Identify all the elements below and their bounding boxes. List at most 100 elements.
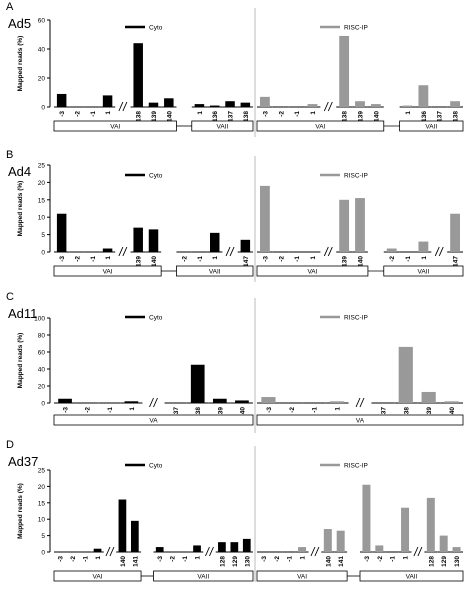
legend-label: Cyto — [149, 315, 163, 322]
x-tick-label: 128 — [428, 556, 435, 567]
x-tick-label: -1 — [90, 256, 97, 262]
bar — [164, 98, 174, 107]
x-tick-label: 140 — [120, 556, 127, 567]
bar — [450, 213, 460, 252]
virus-name: Ad4 — [8, 164, 31, 179]
x-tick-label: 130 — [454, 556, 461, 567]
group-box — [53, 414, 254, 426]
legend-label: RISC-IP — [344, 25, 368, 32]
bar — [452, 547, 461, 552]
x-tick-label: -3 — [63, 407, 70, 413]
x-tick-label: 128 — [219, 556, 226, 567]
bar — [225, 101, 235, 107]
x-tick-label: -1 — [405, 256, 412, 262]
x-tick-label: 137 — [380, 407, 387, 418]
x-tick-label: 139 — [426, 407, 433, 418]
x-tick-label: -3 — [261, 556, 268, 562]
x-tick-label: -3 — [58, 556, 65, 562]
bar — [402, 105, 413, 107]
x-tick-label: -1 — [390, 556, 397, 562]
bar — [190, 364, 205, 403]
x-tick-label: 1 — [405, 111, 412, 115]
y-tick-label: 0 — [41, 250, 45, 257]
x-tick-label: 129 — [232, 556, 239, 567]
y-tick-label: 15 — [38, 500, 46, 507]
group-box-label: VAI — [315, 124, 325, 131]
bar — [439, 535, 448, 552]
x-tick-label: -1 — [83, 556, 90, 562]
x-tick-label: 138 — [403, 407, 410, 418]
axis-break — [359, 397, 365, 408]
group-box — [383, 265, 464, 277]
bar — [235, 400, 249, 403]
y-tick-label: 25 — [38, 468, 46, 475]
bar — [336, 530, 345, 552]
axis-break — [153, 397, 158, 408]
group-box-label: VAI — [93, 574, 103, 581]
x-tick-label: 140 — [166, 111, 173, 122]
bar — [102, 248, 113, 252]
group-box-label: VA — [356, 418, 365, 425]
x-tick-label: -3 — [266, 407, 273, 413]
panel-A: A Ad5 0 20 40 60 Mapped reads (%) Cyto -3 -2 -1 1 13… — [6, 1, 464, 137]
bar — [401, 507, 410, 552]
x-tick-label: 139 — [217, 407, 224, 418]
group-box-label: VAII — [209, 269, 221, 276]
x-tick-label: -1 — [197, 256, 204, 262]
x-tick-label: -2 — [74, 256, 81, 262]
x-tick-label: -2 — [278, 111, 285, 117]
x-tick-label: 138 — [195, 407, 202, 418]
y-tick-label: 5 — [41, 232, 45, 239]
y-tick-label: 20 — [38, 76, 46, 83]
legend-label: RISC-IP — [344, 173, 368, 180]
x-tick-label: -1 — [294, 111, 301, 117]
y-axis-label: Mapped reads (%) — [17, 36, 24, 92]
y-tick-label: 40 — [38, 47, 46, 54]
y-tick-label: 40 — [38, 367, 46, 374]
x-tick-label: 136 — [212, 111, 219, 122]
axis-break — [323, 246, 329, 257]
y-tick-label: 20 — [38, 180, 46, 187]
y-tick-label: 15 — [38, 197, 46, 204]
x-tick-label: 140 — [449, 407, 456, 418]
x-tick-label: 138 — [243, 111, 250, 122]
y-tick-label: 10 — [38, 517, 46, 524]
x-tick-label: -3 — [59, 111, 66, 117]
panel-B: B Ad4 0 5 10 15 20 25 Mapped reads (%) Cyto -3 -2 -1… — [6, 149, 464, 282]
bar — [56, 213, 67, 252]
bar — [261, 397, 276, 403]
y-tick-label: 100 — [34, 316, 45, 323]
axis-break — [438, 246, 444, 257]
x-tick-label: 136 — [421, 111, 428, 122]
bar — [355, 198, 365, 252]
x-tick-label: -1 — [312, 407, 319, 413]
y-tick-label: 80 — [38, 333, 46, 340]
x-tick-label: 137 — [437, 111, 444, 122]
bar — [240, 102, 251, 107]
bar — [130, 520, 139, 552]
bar — [218, 542, 226, 552]
bar — [370, 104, 381, 107]
legend-label: RISC-IP — [344, 315, 368, 322]
y-tick-label: 0 — [41, 105, 45, 112]
virus-name: Ad37 — [8, 454, 38, 469]
bar — [339, 35, 350, 108]
bar — [339, 199, 350, 252]
axis-break — [118, 101, 124, 112]
axis-break — [205, 546, 210, 557]
x-tick-label: -1 — [107, 407, 114, 413]
x-tick-label: 1 — [105, 256, 112, 260]
x-tick-label: 147 — [453, 256, 460, 267]
x-tick-label: -2 — [74, 111, 81, 117]
y-tick-label: 20 — [38, 384, 46, 391]
legend-label: RISC-IP — [344, 463, 368, 470]
x-tick-label: 1 — [335, 407, 342, 411]
x-tick-label: 1 — [421, 256, 428, 260]
x-tick-label: 141 — [132, 556, 139, 567]
x-tick-label: -2 — [289, 407, 296, 413]
axis-break — [109, 546, 115, 557]
bar — [242, 538, 251, 552]
x-tick-label: 137 — [173, 407, 180, 418]
